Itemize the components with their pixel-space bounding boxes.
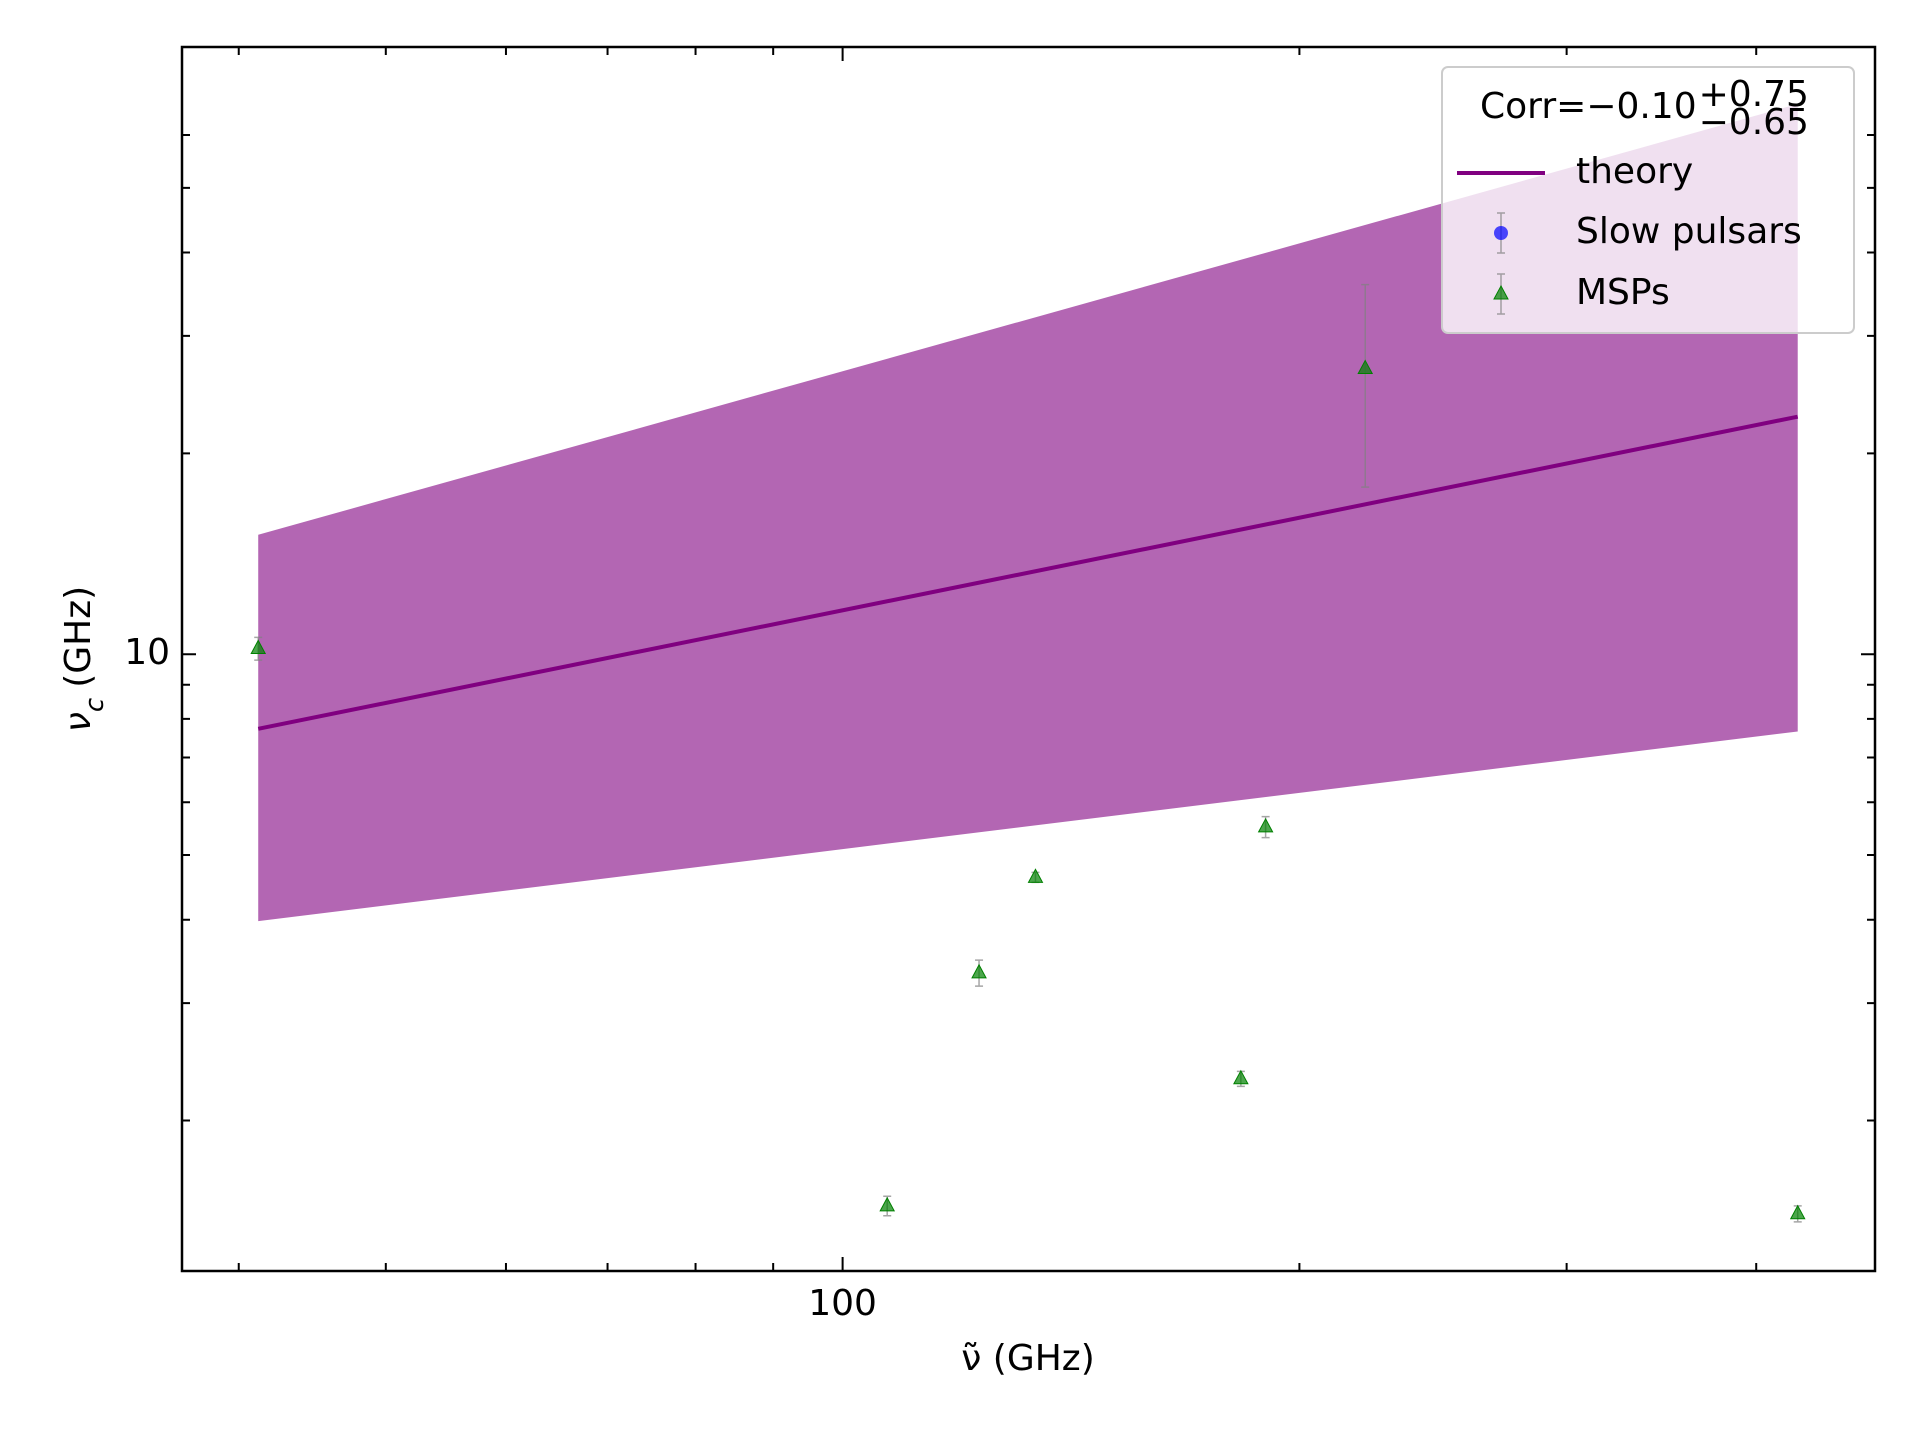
theory-line: [257, 414, 1799, 731]
legend-title: Corr=−0.10: [1480, 86, 1697, 127]
data-point: [1357, 359, 1374, 375]
legend-marker: [1493, 284, 1509, 300]
legend-marker: [1494, 226, 1508, 240]
legend-box: [1441, 66, 1855, 334]
x-axis-label: ν̃ (GHz): [961, 1338, 1095, 1379]
data-point: [1027, 868, 1044, 883]
x-tick-label: 100: [808, 1283, 877, 1324]
y-label-symbol: ν: [58, 712, 99, 732]
y-tick-label: 10: [124, 632, 170, 673]
legend-label: theory: [1576, 151, 1693, 192]
data-point: [879, 1196, 896, 1212]
data-point: [1789, 1204, 1806, 1220]
data-point: [250, 639, 267, 654]
data-point: [1233, 1069, 1249, 1085]
data-point: [1257, 817, 1274, 833]
y-label-unit: (GHz): [58, 586, 99, 688]
error-bar: [1361, 283, 1370, 488]
y-axis-label: νc (GHz): [58, 586, 110, 732]
y-label-subscript: c: [80, 698, 110, 712]
legend-label: Slow pulsars: [1576, 211, 1802, 252]
data-point: [971, 963, 987, 979]
plot-frame: [180, 45, 1877, 1273]
legend-label: MSPs: [1576, 272, 1670, 313]
legend-title-sup: +0.75: [1699, 74, 1809, 115]
legend-title-sub: −0.65: [1699, 102, 1809, 143]
confidence-band: [258, 103, 1798, 922]
